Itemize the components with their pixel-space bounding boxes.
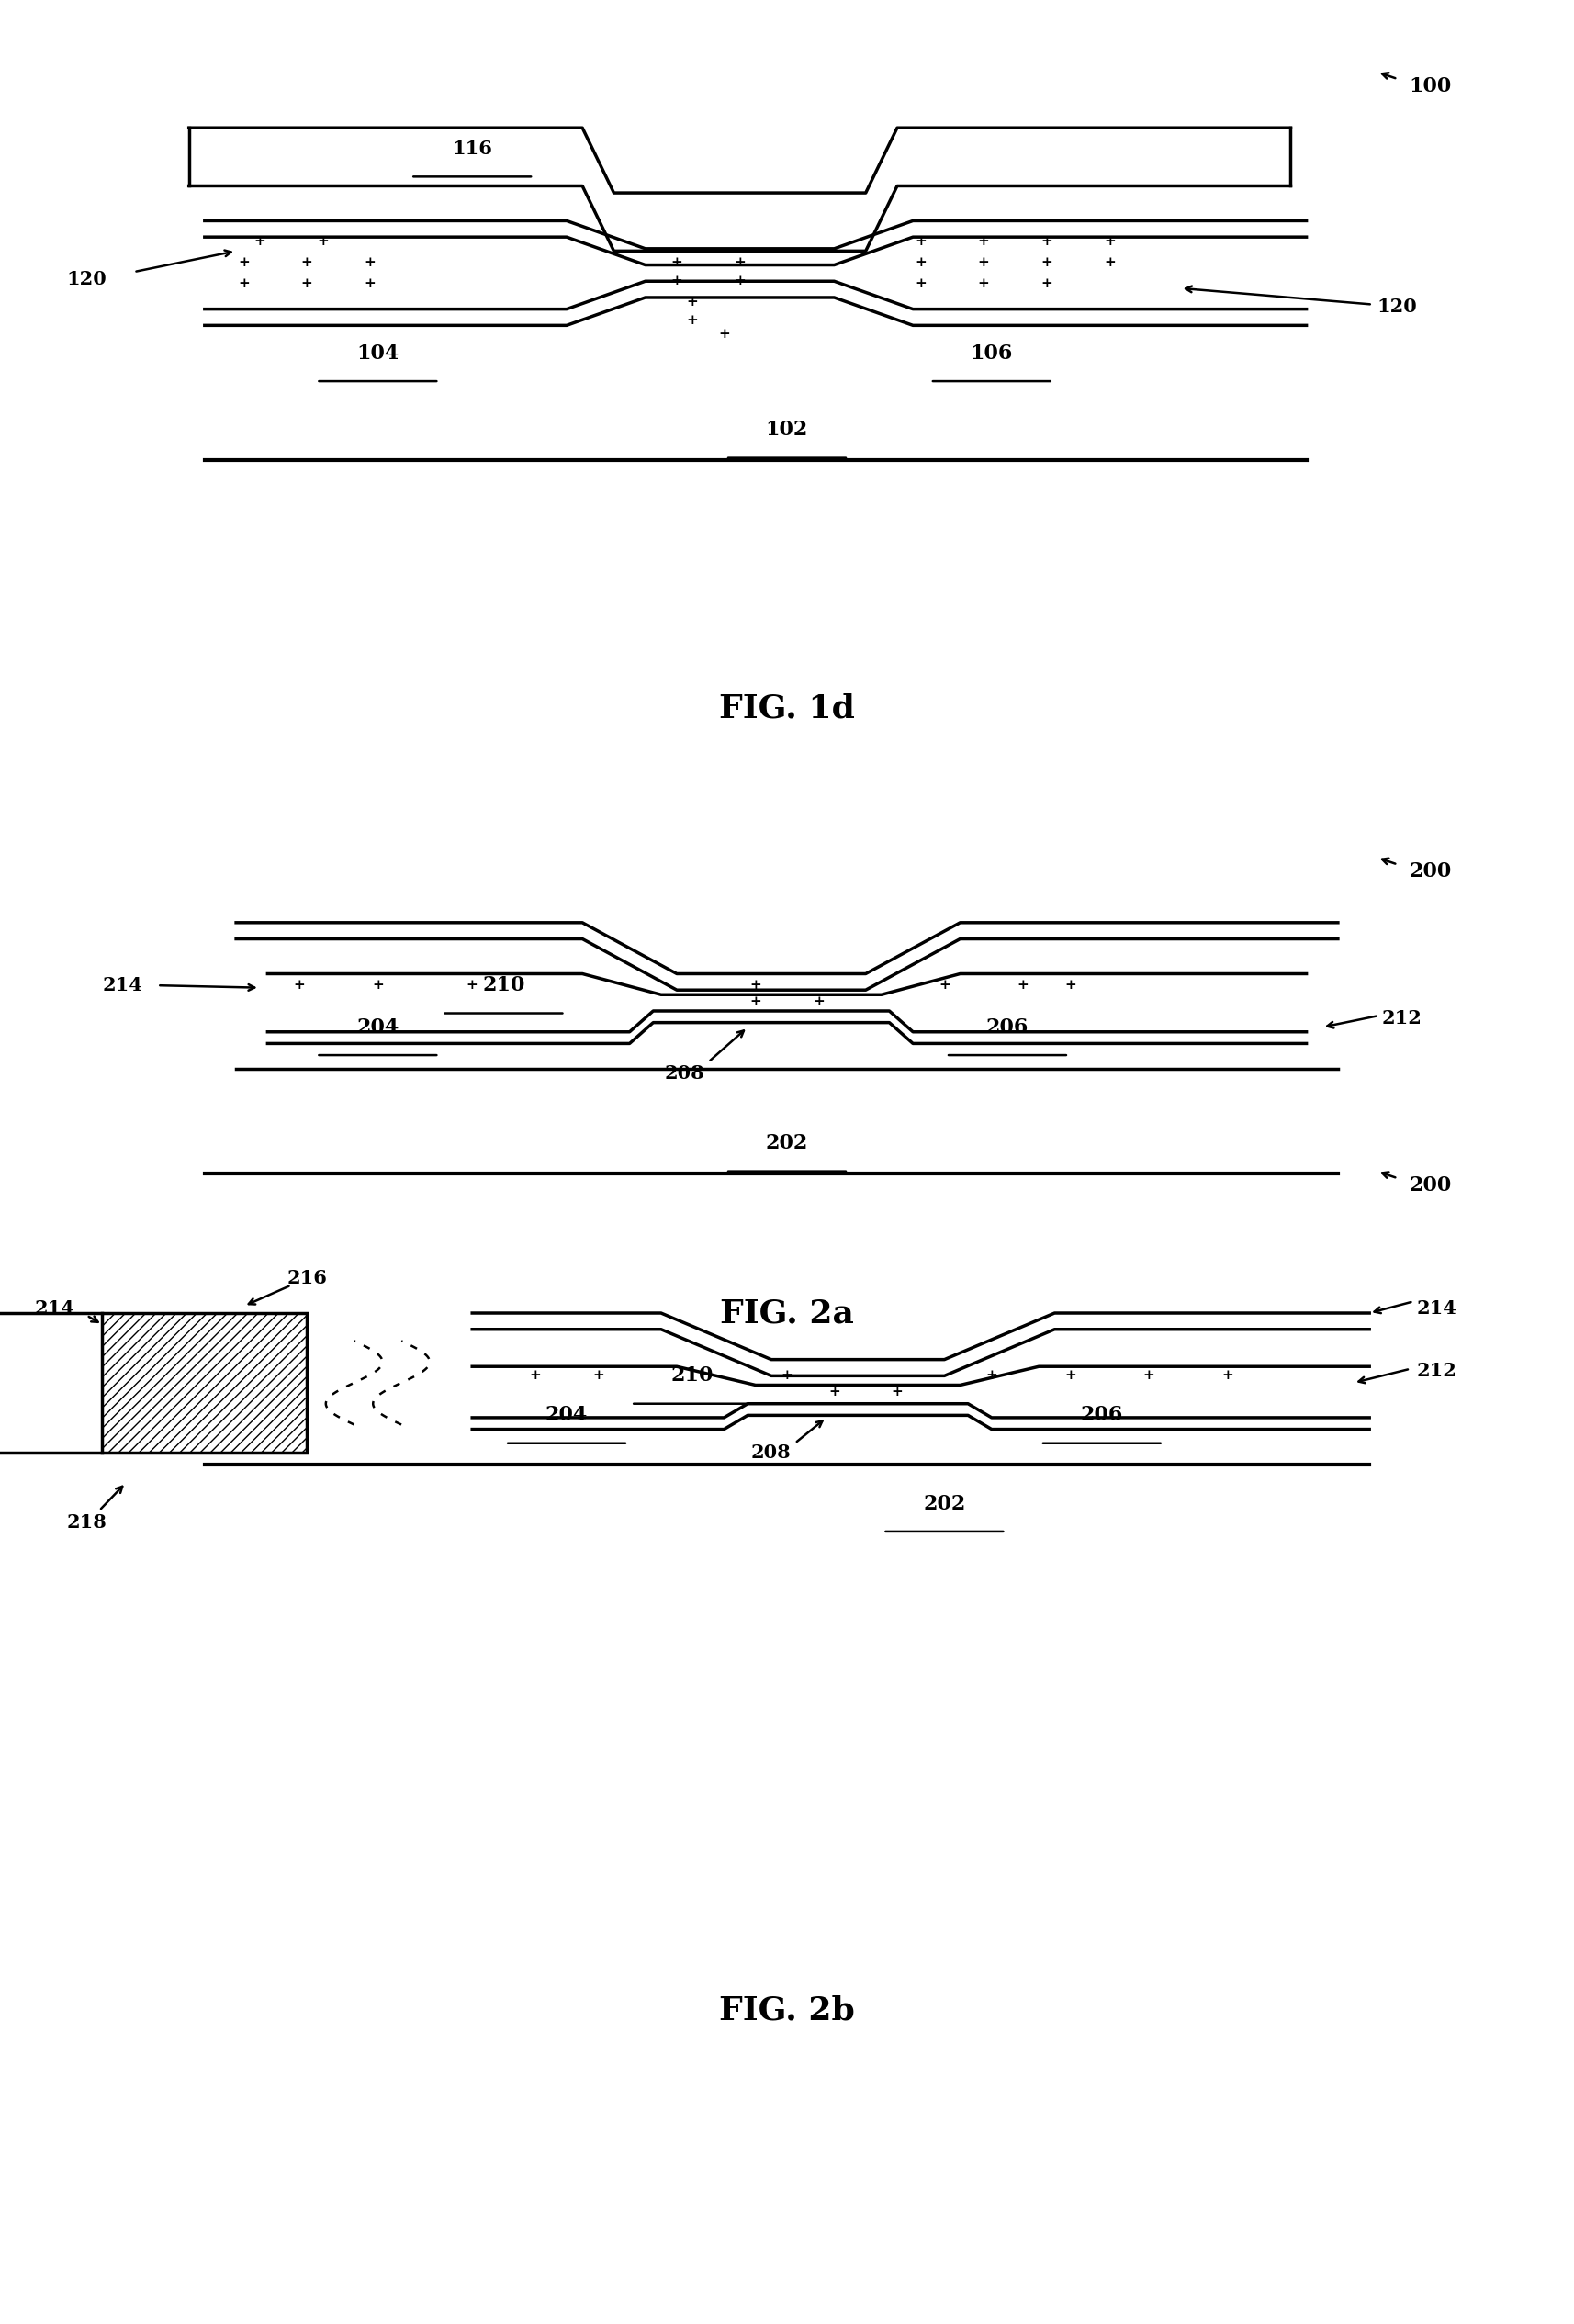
Text: +: + <box>1103 235 1116 249</box>
Text: +: + <box>891 1385 903 1399</box>
Text: 120: 120 <box>1377 297 1418 316</box>
Text: +: + <box>749 978 762 992</box>
Text: +: + <box>977 235 990 249</box>
Text: +: + <box>253 235 266 249</box>
Text: +: + <box>1064 1369 1077 1383</box>
Text: +: + <box>733 274 746 288</box>
Text: 116: 116 <box>452 139 493 158</box>
Text: +: + <box>1064 978 1077 992</box>
Text: 216: 216 <box>286 1269 327 1287</box>
Text: 214: 214 <box>102 976 143 995</box>
Text: 214: 214 <box>35 1299 76 1318</box>
Text: +: + <box>828 1385 841 1399</box>
Text: +: + <box>718 328 730 342</box>
Text: 120: 120 <box>66 270 107 288</box>
Text: 204: 204 <box>357 1018 398 1037</box>
Text: +: + <box>1040 277 1053 290</box>
Text: 200: 200 <box>1409 862 1451 881</box>
Text: +: + <box>1017 978 1029 992</box>
Text: +: + <box>301 277 313 290</box>
Text: +: + <box>733 256 746 270</box>
Text: +: + <box>592 1369 604 1383</box>
Text: +: + <box>293 978 305 992</box>
Text: +: + <box>301 256 313 270</box>
Bar <box>102 1313 307 1452</box>
Text: 218: 218 <box>66 1513 107 1532</box>
Text: FIG. 2a: FIG. 2a <box>719 1297 855 1329</box>
Text: FIG. 1d: FIG. 1d <box>719 693 855 725</box>
Text: 214: 214 <box>1417 1299 1458 1318</box>
Text: +: + <box>1221 1369 1234 1383</box>
Text: +: + <box>671 274 683 288</box>
Text: +: + <box>914 235 927 249</box>
Text: 210: 210 <box>671 1367 715 1385</box>
Text: +: + <box>749 995 762 1009</box>
Text: +: + <box>316 235 329 249</box>
Text: 208: 208 <box>664 1064 705 1083</box>
Text: +: + <box>914 256 927 270</box>
Text: +: + <box>985 1369 998 1383</box>
Text: +: + <box>1040 256 1053 270</box>
Text: 106: 106 <box>970 344 1014 363</box>
Text: 212: 212 <box>1417 1362 1458 1380</box>
Text: +: + <box>371 978 384 992</box>
Text: +: + <box>812 995 825 1009</box>
Text: +: + <box>238 277 250 290</box>
Text: FIG. 2b: FIG. 2b <box>719 1994 855 2027</box>
Text: 212: 212 <box>1382 1009 1423 1027</box>
Text: +: + <box>686 295 699 309</box>
Text: 210: 210 <box>482 976 526 995</box>
Text: +: + <box>1040 235 1053 249</box>
Text: 104: 104 <box>357 344 398 363</box>
Text: 208: 208 <box>751 1443 792 1462</box>
Text: +: + <box>364 277 376 290</box>
Text: +: + <box>466 978 478 992</box>
Text: +: + <box>238 256 250 270</box>
Text: +: + <box>1143 1369 1155 1383</box>
Text: 204: 204 <box>546 1406 587 1425</box>
Text: +: + <box>914 277 927 290</box>
Text: +: + <box>671 256 683 270</box>
Text: 202: 202 <box>922 1494 966 1513</box>
Text: 206: 206 <box>1080 1406 1124 1425</box>
Text: +: + <box>781 1369 793 1383</box>
Text: +: + <box>364 256 376 270</box>
Text: +: + <box>977 256 990 270</box>
Text: 206: 206 <box>985 1018 1029 1037</box>
Text: +: + <box>977 277 990 290</box>
Text: +: + <box>938 978 951 992</box>
Text: 200: 200 <box>1409 1176 1451 1195</box>
Text: 102: 102 <box>765 421 809 439</box>
Text: 100: 100 <box>1409 77 1451 95</box>
Text: +: + <box>1103 256 1116 270</box>
Text: +: + <box>686 314 699 328</box>
Text: 202: 202 <box>765 1134 809 1153</box>
Text: +: + <box>529 1369 541 1383</box>
